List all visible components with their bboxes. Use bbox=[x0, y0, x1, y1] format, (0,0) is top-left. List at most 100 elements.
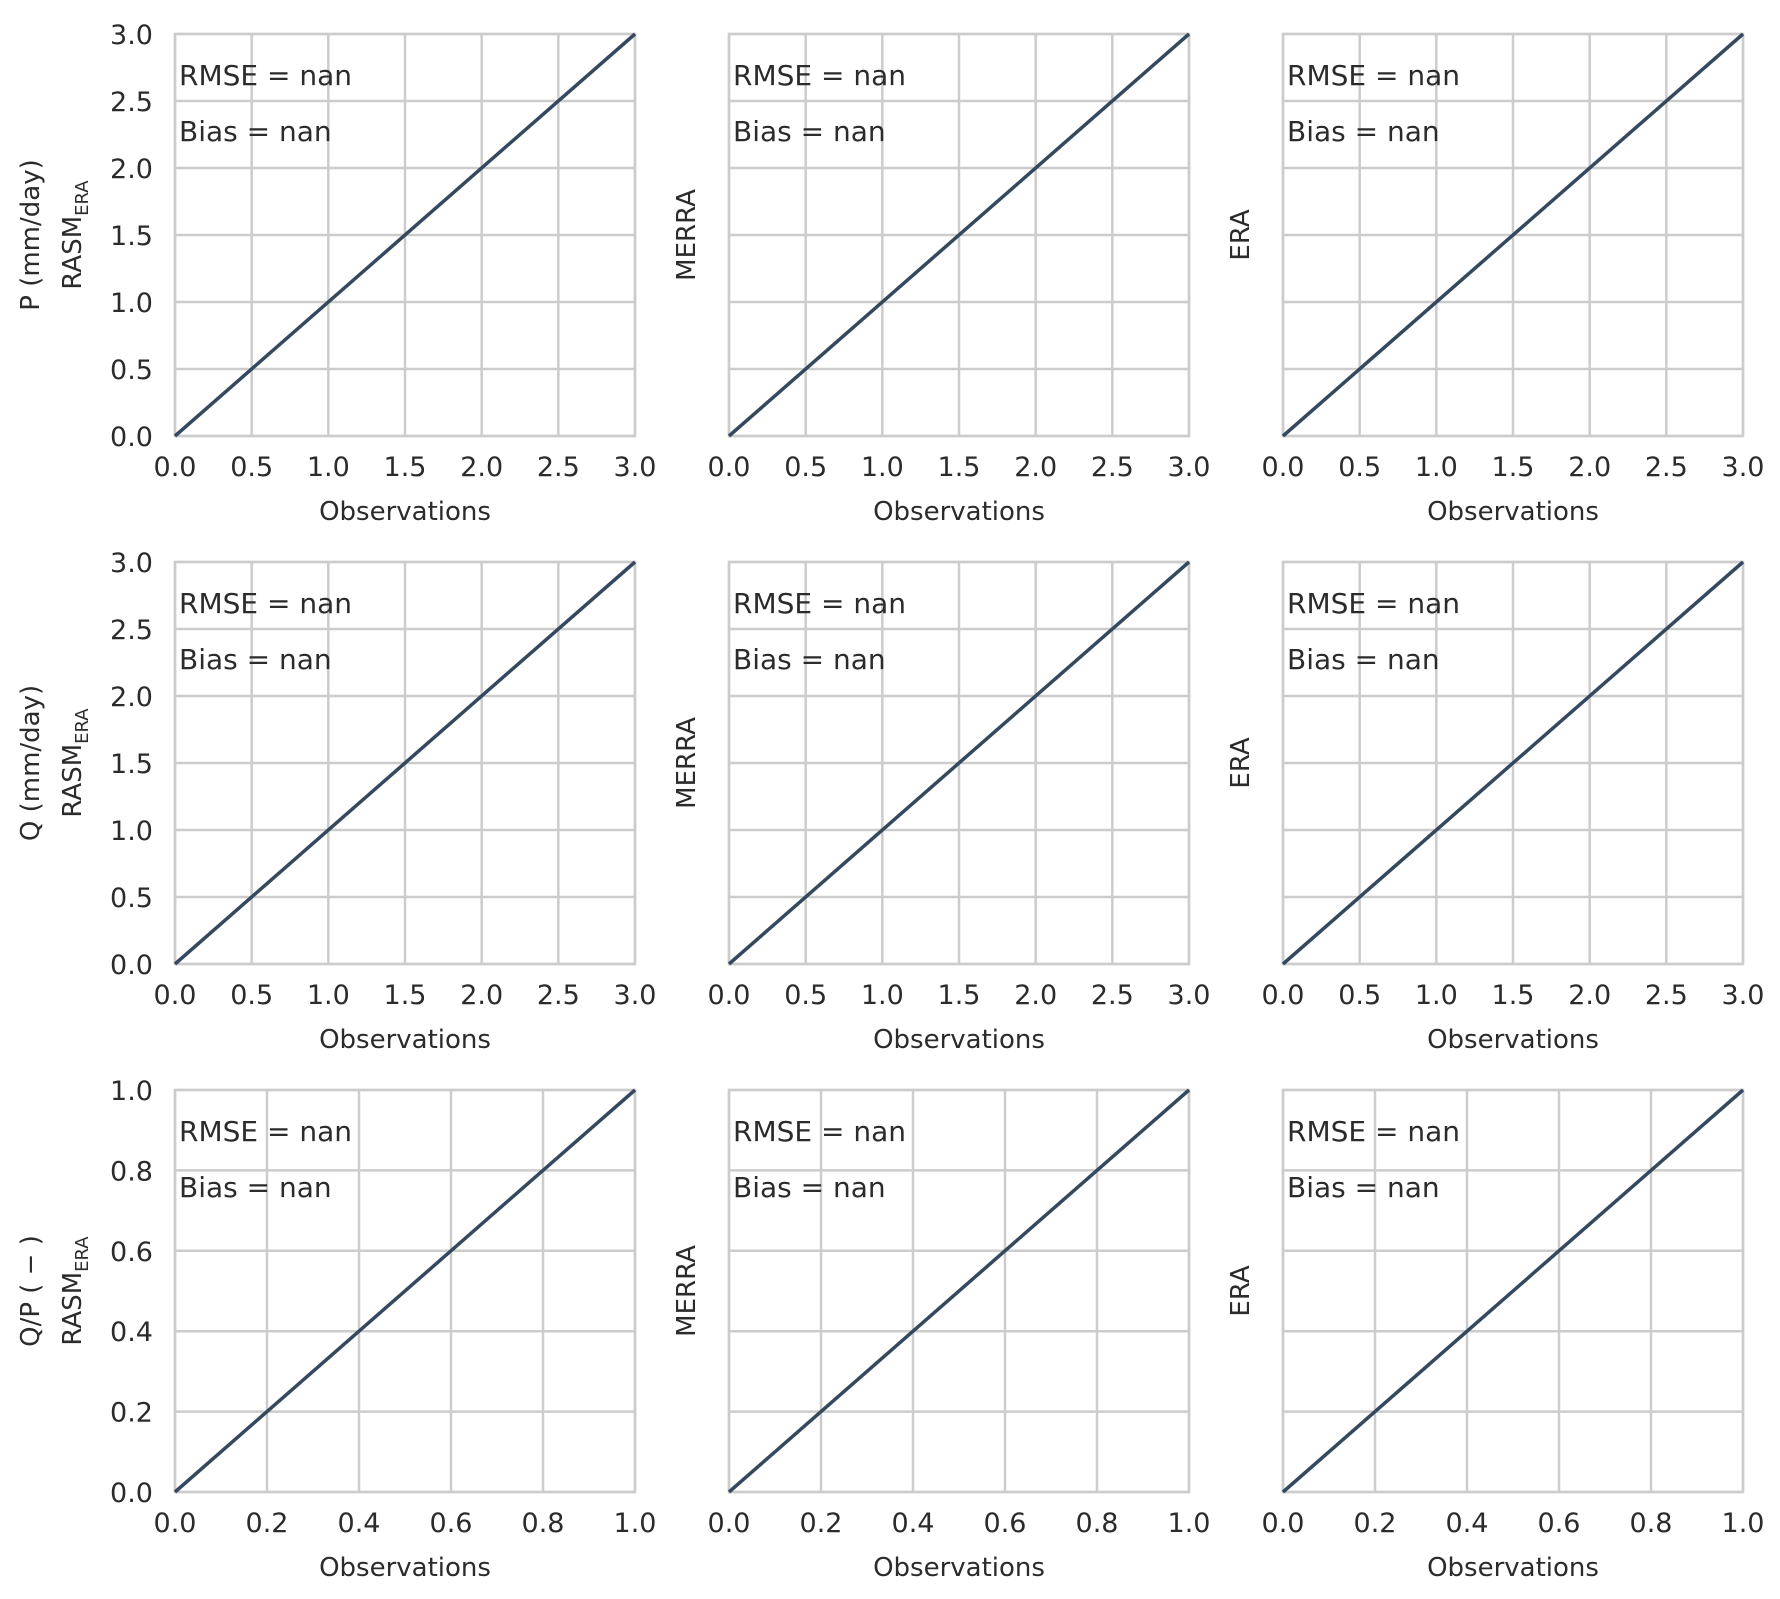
y-axis-label: RASMERA bbox=[58, 1236, 93, 1346]
one-to-one-line bbox=[173, 1088, 637, 1494]
y-axis-label-main: RASM bbox=[58, 744, 88, 818]
x-tick-label: 0.5 bbox=[1338, 980, 1381, 1011]
x-tick-label: 1.0 bbox=[1415, 980, 1458, 1011]
y-tick-label: 1.5 bbox=[110, 221, 153, 252]
x-tick-label: 3.0 bbox=[1722, 452, 1765, 483]
one-to-one-line bbox=[727, 32, 1191, 438]
x-tick-label: 3.0 bbox=[614, 980, 657, 1011]
x-tick-label: 3.0 bbox=[1168, 980, 1211, 1011]
one-to-one-line bbox=[1281, 32, 1745, 438]
y-tick-label: 3.0 bbox=[110, 20, 153, 51]
bias-annotation: Bias = nan bbox=[733, 643, 886, 676]
x-axis-label: Observations bbox=[1427, 497, 1599, 527]
plot-frame bbox=[1281, 1088, 1745, 1494]
x-tick-label: 2.0 bbox=[460, 452, 503, 483]
y-axis-label-main: MERRA bbox=[672, 189, 702, 281]
x-tick-label: 0.4 bbox=[338, 1508, 381, 1539]
bias-annotation: Bias = nan bbox=[1287, 1171, 1440, 1204]
subplot-r1-c3: 0.0 0.5 1.0 1.5 2.0 2.5 3.0 RMSE = nan Bias = na… bbox=[1226, 32, 1765, 527]
one-to-one-line bbox=[173, 560, 637, 966]
y-axis-label: RASMERA bbox=[58, 180, 93, 290]
row-quantity-label: P (mm/day) bbox=[16, 159, 46, 310]
y-axis-label-main: MERRA bbox=[672, 717, 702, 809]
x-tick-label: 1.0 bbox=[861, 980, 904, 1011]
x-tick-label: 2.0 bbox=[460, 980, 503, 1011]
x-tick-label: 0.0 bbox=[154, 980, 197, 1011]
one-to-one-line bbox=[173, 32, 637, 438]
y-tick-label: 0.0 bbox=[110, 1478, 153, 1509]
plot-frame bbox=[727, 32, 1191, 438]
y-axis-label-main: MERRA bbox=[672, 1245, 702, 1337]
x-tick-label: 1.0 bbox=[614, 1508, 657, 1539]
one-to-one-line bbox=[1281, 1088, 1745, 1494]
plot-frame bbox=[727, 1088, 1191, 1494]
y-tick-label: 0.5 bbox=[110, 355, 153, 386]
y-tick-label: 0.4 bbox=[110, 1317, 153, 1348]
y-axis-label: ERA bbox=[1226, 1265, 1256, 1316]
x-tick-label: 0.4 bbox=[892, 1508, 935, 1539]
x-axis-label: Observations bbox=[319, 1025, 491, 1055]
plot-frame bbox=[727, 560, 1191, 966]
row-quantity-label: Q/P ( − ) bbox=[16, 1235, 46, 1347]
x-tick-label: 2.0 bbox=[1568, 980, 1611, 1011]
x-axis-label: Observations bbox=[1427, 1025, 1599, 1055]
x-tick-label: 0.5 bbox=[230, 452, 273, 483]
x-tick-label: 1.0 bbox=[307, 452, 350, 483]
y-tick-label: 1.0 bbox=[110, 816, 153, 847]
x-tick-label: 1.5 bbox=[938, 980, 981, 1011]
x-tick-label: 0.8 bbox=[1630, 1508, 1673, 1539]
bias-annotation: Bias = nan bbox=[179, 643, 332, 676]
x-tick-label: 0.0 bbox=[1262, 452, 1305, 483]
x-tick-label: 2.5 bbox=[1645, 452, 1688, 483]
y-axis-label: ERA bbox=[1226, 737, 1256, 788]
y-tick-label: 0.5 bbox=[110, 883, 153, 914]
bias-annotation: Bias = nan bbox=[733, 1171, 886, 1204]
y-axis-label-main: ERA bbox=[1226, 209, 1256, 260]
x-tick-label: 2.5 bbox=[1645, 980, 1688, 1011]
y-axis-label: MERRA bbox=[672, 189, 702, 281]
x-tick-label: 0.0 bbox=[708, 980, 751, 1011]
x-tick-label: 3.0 bbox=[1168, 452, 1211, 483]
x-tick-label: 0.5 bbox=[784, 452, 827, 483]
subplot-r1-c2: 0.0 0.5 1.0 1.5 2.0 2.5 3.0 RMSE = nan Bias = na… bbox=[672, 32, 1211, 527]
y-tick-label: 3.0 bbox=[110, 548, 153, 579]
rmse-annotation: RMSE = nan bbox=[1287, 587, 1460, 620]
subplot-r1-c1: 0.0 0.5 1.0 1.5 2.0 2.5 3.0 0.0 0.5 1.0 1.5 2.0 2.5 3… bbox=[16, 20, 656, 527]
subplot-r3-c1: 0.0 0.2 0.4 0.6 0.8 1.0 0.0 0.2 0.4 0.6 0.8 1.0 RMSE… bbox=[16, 1076, 656, 1583]
x-tick-label: 0.8 bbox=[1076, 1508, 1119, 1539]
x-tick-label: 0.8 bbox=[522, 1508, 565, 1539]
x-tick-label: 1.5 bbox=[1492, 452, 1535, 483]
x-axis-label: Observations bbox=[319, 497, 491, 527]
y-axis-label-subscript: ERA bbox=[72, 708, 93, 744]
x-tick-label: 0.0 bbox=[708, 1508, 751, 1539]
x-tick-label: 3.0 bbox=[614, 452, 657, 483]
x-axis-label: Observations bbox=[319, 1553, 491, 1583]
x-axis-label: Observations bbox=[1427, 1553, 1599, 1583]
x-tick-label: 0.0 bbox=[154, 1508, 197, 1539]
bias-annotation: Bias = nan bbox=[1287, 115, 1440, 148]
x-tick-label: 2.0 bbox=[1014, 452, 1057, 483]
x-tick-label: 1.5 bbox=[384, 980, 427, 1011]
bias-annotation: Bias = nan bbox=[733, 115, 886, 148]
y-axis-label-main: ERA bbox=[1226, 1265, 1256, 1316]
x-tick-label: 1.0 bbox=[861, 452, 904, 483]
x-tick-label: 0.0 bbox=[154, 452, 197, 483]
plot-frame bbox=[173, 1088, 637, 1494]
subplot-r2-c2: 0.0 0.5 1.0 1.5 2.0 2.5 3.0 RMSE = nan Bias = na… bbox=[672, 560, 1211, 1055]
bias-annotation: Bias = nan bbox=[179, 115, 332, 148]
rmse-annotation: RMSE = nan bbox=[733, 1115, 906, 1148]
x-tick-label: 0.6 bbox=[984, 1508, 1027, 1539]
x-tick-label: 1.0 bbox=[1722, 1508, 1765, 1539]
x-axis-label: Observations bbox=[873, 497, 1045, 527]
subplot-r3-c3: 0.0 0.2 0.4 0.6 0.8 1.0 RMSE = nan Bias = nan Ob… bbox=[1226, 1088, 1765, 1583]
y-tick-label: 1.0 bbox=[110, 1076, 153, 1107]
subplot-r2-c3: 0.0 0.5 1.0 1.5 2.0 2.5 3.0 RMSE = nan Bias = na… bbox=[1226, 560, 1765, 1055]
plot-frame bbox=[1281, 560, 1745, 966]
rmse-annotation: RMSE = nan bbox=[179, 1115, 352, 1148]
plot-frame bbox=[173, 560, 637, 966]
x-tick-label: 3.0 bbox=[1722, 980, 1765, 1011]
x-tick-label: 2.0 bbox=[1568, 452, 1611, 483]
row-quantity-label: Q (mm/day) bbox=[16, 685, 46, 841]
y-tick-label: 0.0 bbox=[110, 422, 153, 453]
